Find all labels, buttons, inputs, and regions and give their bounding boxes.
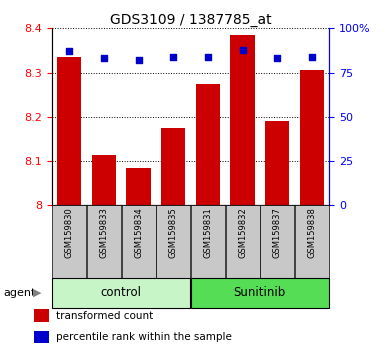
Text: GSM159837: GSM159837 bbox=[273, 207, 282, 258]
Bar bbox=[52, 205, 86, 278]
Bar bbox=[34, 331, 49, 343]
Text: GSM159834: GSM159834 bbox=[134, 207, 143, 258]
Text: transformed count: transformed count bbox=[56, 310, 154, 320]
Point bbox=[239, 47, 246, 52]
Bar bbox=[57, 57, 82, 205]
Title: GDS3109 / 1387785_at: GDS3109 / 1387785_at bbox=[110, 13, 271, 27]
Text: GSM159833: GSM159833 bbox=[99, 207, 109, 258]
Text: GSM159832: GSM159832 bbox=[238, 207, 247, 258]
Bar bbox=[92, 155, 116, 205]
Text: Sunitinib: Sunitinib bbox=[234, 286, 286, 299]
Text: control: control bbox=[101, 286, 142, 299]
Bar bbox=[265, 121, 290, 205]
Point bbox=[170, 54, 176, 59]
Bar bbox=[196, 84, 220, 205]
Bar bbox=[156, 205, 190, 278]
Text: GSM159838: GSM159838 bbox=[307, 207, 316, 258]
Text: agent: agent bbox=[4, 288, 36, 298]
Bar bbox=[260, 205, 294, 278]
Bar bbox=[122, 205, 156, 278]
Point bbox=[136, 57, 142, 63]
Bar bbox=[226, 205, 259, 278]
Bar bbox=[191, 205, 225, 278]
Bar bbox=[295, 205, 329, 278]
Text: percentile rank within the sample: percentile rank within the sample bbox=[56, 332, 232, 342]
Point bbox=[309, 54, 315, 59]
Point bbox=[205, 54, 211, 59]
Point bbox=[274, 56, 280, 61]
Text: GSM159835: GSM159835 bbox=[169, 207, 178, 258]
Bar bbox=[34, 309, 49, 322]
Bar bbox=[87, 205, 121, 278]
Text: ▶: ▶ bbox=[33, 288, 41, 298]
Text: GSM159831: GSM159831 bbox=[203, 207, 213, 258]
Bar bbox=[300, 70, 324, 205]
Point bbox=[66, 48, 72, 54]
Bar bbox=[52, 278, 190, 308]
Bar bbox=[161, 128, 186, 205]
Point bbox=[101, 56, 107, 61]
Bar bbox=[126, 168, 151, 205]
Bar bbox=[230, 35, 255, 205]
Text: GSM159830: GSM159830 bbox=[65, 207, 74, 258]
Bar bbox=[191, 278, 329, 308]
